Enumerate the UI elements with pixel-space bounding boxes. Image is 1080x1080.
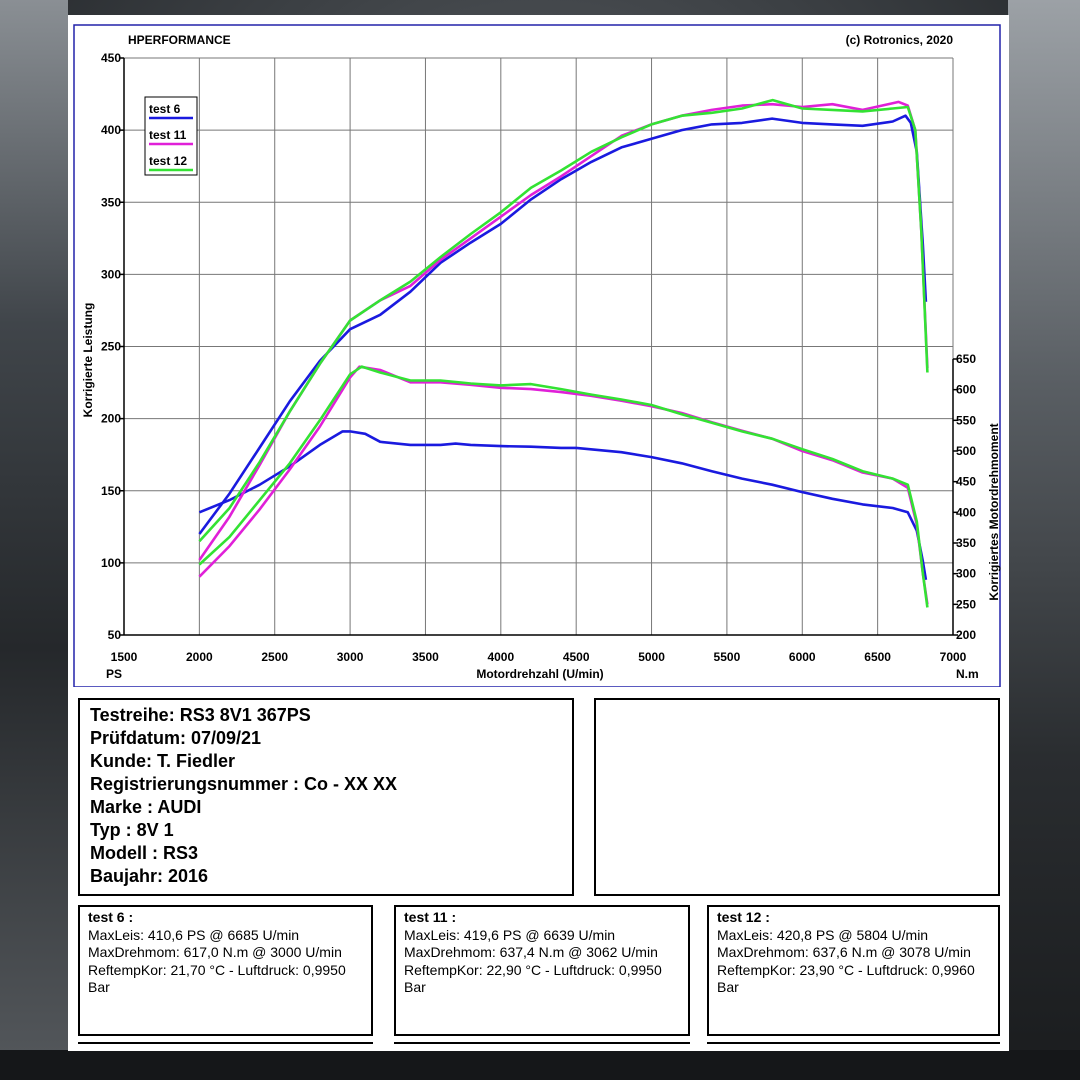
x-tick-label: 5000 xyxy=(638,650,665,664)
x-tick-label: 1500 xyxy=(111,650,138,664)
y-tick-label-right: 500 xyxy=(956,444,976,458)
test-summary-title: test 6 : xyxy=(88,909,134,925)
y-tick-label-right: 300 xyxy=(956,567,976,581)
x-tick-label: 7000 xyxy=(940,650,967,664)
y-tick-label-left: 150 xyxy=(101,484,121,498)
x-tick-label: 2000 xyxy=(186,650,213,664)
y-tick-label-left: 200 xyxy=(101,412,121,426)
test-max-power: MaxLeis: 420,8 PS @ 5804 U/min xyxy=(717,926,929,943)
torque-series-line xyxy=(198,430,928,581)
x-tick-label: 3000 xyxy=(337,650,364,664)
test-ref-temp: ReftempKor: 23,90 °C - Luftdruck: 0,9960… xyxy=(717,961,975,996)
test-summary-title: test 11 : xyxy=(404,909,457,925)
y-axis-right-label: Korrigiertes Motordrehmoment xyxy=(987,423,1001,600)
y-tick-label-left: 300 xyxy=(101,267,121,281)
legend-label: test 11 xyxy=(149,128,187,142)
background-right xyxy=(1008,0,1080,1080)
test-max-torque: MaxDrehmom: 637,4 N.m @ 3062 U/min xyxy=(404,944,658,960)
x-tick-label: 6000 xyxy=(789,650,816,664)
chart-grid xyxy=(123,57,954,636)
blank-box xyxy=(594,698,1000,896)
info-line: Testreihe: RS3 8V1 367PS xyxy=(90,705,311,725)
y-tick-label-right: 250 xyxy=(956,597,976,611)
test-summary-title: test 12 : xyxy=(717,909,770,925)
test-summary-box: test 12 : MaxLeis: 420,8 PS @ 5804 U/min… xyxy=(707,905,1000,1036)
power-series-line xyxy=(198,114,928,535)
background-bottom xyxy=(0,1050,1080,1080)
y-tick-label-left: 450 xyxy=(101,51,121,65)
x-axis-label: Motordrehzahl (U/min) xyxy=(476,667,603,681)
y-tick-label-right: 550 xyxy=(956,413,976,427)
x-tick-label: 3500 xyxy=(412,650,439,664)
test-max-torque: MaxDrehmom: 637,6 N.m @ 3078 U/min xyxy=(717,944,971,960)
torque-series-line xyxy=(198,365,929,605)
y-tick-label-left: 100 xyxy=(101,556,121,570)
info-line: Registrierungsnummer : Co - XX XX xyxy=(90,774,398,794)
test-info-box: Testreihe: RS3 8V1 367PS Prüfdatum: 07/0… xyxy=(78,698,574,896)
y-tick-label-right: 400 xyxy=(956,505,976,519)
y-tick-label-right: 600 xyxy=(956,383,976,397)
chart-ticks: 1500 2000 2500 3000 3500 4000 4500 5000 5500 6000… xyxy=(101,51,976,664)
x-tick-label: 4000 xyxy=(487,650,514,664)
test-ref-temp: ReftempKor: 21,70 °C - Luftdruck: 0,9950… xyxy=(88,961,346,996)
info-line: Modell : RS3 xyxy=(90,843,199,863)
x-tick-label: 2500 xyxy=(261,650,288,664)
x-unit-right: N.m xyxy=(956,667,979,681)
y-tick-label-left: 250 xyxy=(101,340,121,354)
info-line: Baujahr: 2016 xyxy=(90,866,209,886)
y-tick-label-left: 350 xyxy=(101,195,121,209)
dyno-sheet: HPERFORMANCE (c) Rotronics, 2020 Korrigi… xyxy=(68,15,1009,1051)
legend-label: test 12 xyxy=(149,154,187,168)
y-tick-label-right: 350 xyxy=(956,536,976,550)
x-tick-label: 4500 xyxy=(563,650,590,664)
x-unit-left: PS xyxy=(106,667,122,681)
y-tick-label-left: 400 xyxy=(101,123,121,137)
header-left-title: HPERFORMANCE xyxy=(128,33,231,47)
header-right-title: (c) Rotronics, 2020 xyxy=(846,33,954,47)
divider-line xyxy=(707,1042,1000,1044)
y-tick-label-right: 200 xyxy=(956,628,976,642)
chart-lines xyxy=(198,98,929,608)
background-left xyxy=(0,0,68,1080)
y-axis-left-label: Korrigierte Leistung xyxy=(81,303,95,418)
test-summary-box: test 6 : MaxLeis: 410,6 PS @ 6685 U/min … xyxy=(78,905,373,1036)
dyno-chart: HPERFORMANCE (c) Rotronics, 2020 Korrigi… xyxy=(73,24,1001,687)
power-series-line xyxy=(198,98,929,543)
power-series-line xyxy=(198,100,929,561)
divider-line xyxy=(394,1042,690,1044)
divider-line xyxy=(78,1042,373,1044)
test-max-power: MaxLeis: 410,6 PS @ 6685 U/min xyxy=(88,926,300,943)
test-ref-temp: ReftempKor: 22,90 °C - Luftdruck: 0,9950… xyxy=(404,961,662,996)
torque-series-line xyxy=(198,365,929,608)
info-line: Kunde: T. Fiedler xyxy=(90,751,236,771)
chart-frame xyxy=(73,24,1001,687)
chart-legend: test 6 test 11 test 12 xyxy=(144,96,198,176)
info-line: Typ : 8V 1 xyxy=(90,820,174,840)
test-max-power: MaxLeis: 419,6 PS @ 6639 U/min xyxy=(404,926,616,943)
y-tick-label-left: 50 xyxy=(108,628,122,642)
y-tick-label-right: 650 xyxy=(956,352,976,366)
y-tick-label-right: 450 xyxy=(956,475,976,489)
x-tick-label: 6500 xyxy=(864,650,891,664)
info-line: Marke : AUDI xyxy=(90,797,202,817)
info-line: Prüfdatum: 07/09/21 xyxy=(90,728,262,748)
legend-box xyxy=(144,96,198,176)
test-summary-box: test 11 : MaxLeis: 419,6 PS @ 6639 U/min… xyxy=(394,905,690,1036)
test-max-torque: MaxDrehmom: 617,0 N.m @ 3000 U/min xyxy=(88,944,342,960)
legend-label: test 6 xyxy=(149,102,181,116)
x-tick-label: 5500 xyxy=(714,650,741,664)
